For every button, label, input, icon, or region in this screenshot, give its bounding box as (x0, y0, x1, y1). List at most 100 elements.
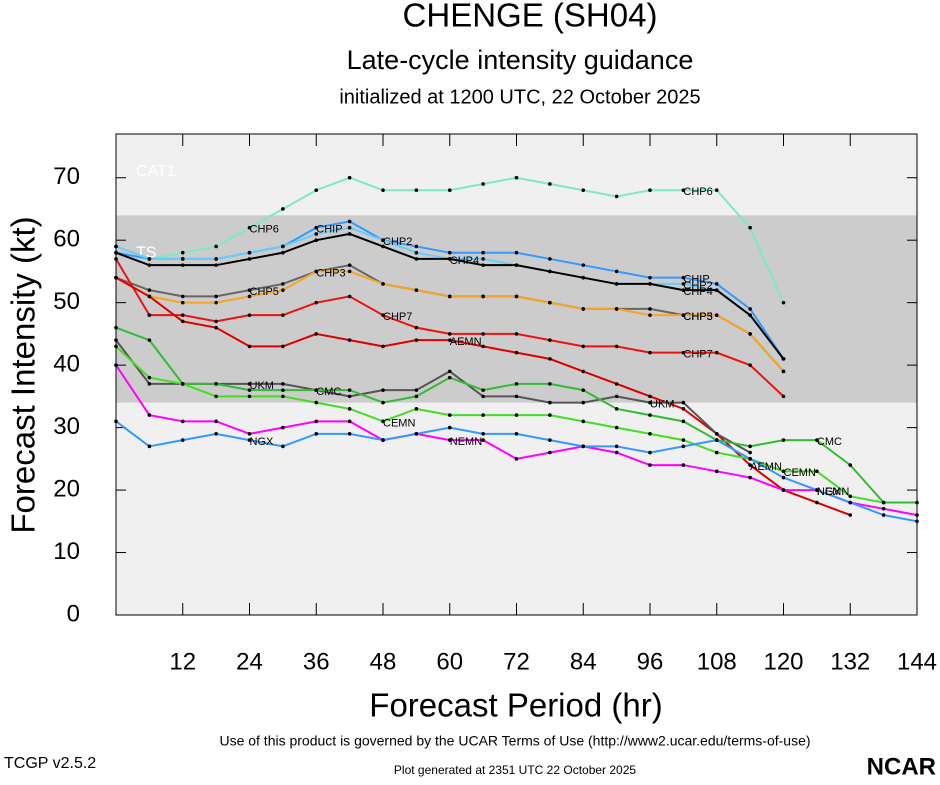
point (247, 382, 252, 386)
point (347, 219, 352, 224)
series-label: CHP4 (683, 286, 712, 298)
series-label: CEMN (784, 467, 816, 479)
point (447, 375, 452, 380)
point (281, 244, 285, 249)
point (381, 419, 385, 424)
point (848, 463, 853, 467)
point (714, 313, 719, 317)
point (447, 438, 452, 442)
point (381, 244, 385, 249)
point (147, 294, 152, 299)
point (114, 338, 118, 342)
point (681, 313, 686, 317)
series-label: CMC (316, 386, 341, 398)
point (514, 413, 519, 417)
point (614, 425, 619, 430)
point (614, 307, 619, 311)
y-tick-label: 40 (53, 350, 80, 377)
point (180, 294, 185, 299)
point (214, 300, 218, 305)
point (714, 438, 719, 442)
version: TCGP v2.5.2 (4, 755, 96, 772)
point (347, 225, 352, 230)
point (214, 319, 218, 324)
series-label: CHP2 (383, 236, 412, 248)
point (681, 188, 686, 193)
point (648, 188, 652, 193)
point (247, 257, 252, 261)
x-tick-label: 60 (436, 648, 463, 675)
point (781, 488, 786, 492)
point (714, 469, 719, 474)
point (815, 500, 819, 505)
y-tick-label: 20 (53, 475, 80, 502)
point (381, 400, 385, 405)
point (347, 294, 352, 299)
point (481, 388, 485, 392)
point (414, 388, 419, 392)
point (314, 269, 319, 274)
point (781, 394, 786, 399)
x-tick-label: 144 (897, 648, 937, 675)
point (648, 432, 652, 436)
point (881, 507, 886, 511)
point (581, 188, 586, 193)
series-label: CMC (817, 436, 842, 448)
point (247, 432, 252, 436)
point (414, 432, 419, 436)
point (247, 225, 252, 230)
point (414, 250, 419, 255)
point (648, 394, 652, 399)
point (748, 450, 752, 455)
point (748, 332, 752, 336)
series-label: CHP7 (383, 311, 412, 323)
point (714, 188, 719, 193)
y-axis-label: Forecast Intensity (kt) (5, 216, 42, 533)
point (714, 282, 719, 286)
point (614, 282, 619, 286)
point (414, 338, 419, 342)
point (815, 438, 819, 442)
y-tick-label: 50 (53, 288, 80, 315)
point (347, 263, 352, 267)
point (147, 444, 152, 449)
point (247, 250, 252, 255)
point (581, 344, 586, 349)
point (714, 350, 719, 355)
x-tick-label: 12 (169, 648, 196, 675)
point (147, 382, 152, 386)
point (481, 438, 485, 442)
point (481, 394, 485, 399)
x-tick-label: 108 (697, 648, 737, 675)
series-label: CHP7 (683, 349, 712, 361)
x-axis-label: Forecast Period (hr) (369, 687, 662, 724)
point (815, 488, 819, 492)
point (781, 300, 786, 305)
point (648, 307, 652, 311)
point (548, 357, 552, 361)
point (748, 475, 752, 480)
point (214, 263, 218, 267)
point (314, 225, 319, 230)
point (581, 419, 586, 424)
y-tick-label: 30 (53, 413, 80, 440)
point (447, 294, 452, 299)
point (514, 250, 519, 255)
point (681, 407, 686, 411)
point (114, 363, 118, 367)
point (414, 407, 419, 411)
point (915, 519, 919, 524)
band-label: CAT1 (136, 163, 176, 180)
series-label: AEMN (750, 461, 782, 473)
point (281, 425, 285, 430)
point (481, 263, 485, 267)
series-label: CHP4 (450, 255, 479, 267)
point (614, 450, 619, 455)
series-label: UKM (250, 380, 274, 392)
point (247, 294, 252, 299)
point (347, 407, 352, 411)
point (114, 244, 118, 249)
point (114, 344, 118, 349)
point (147, 338, 152, 342)
